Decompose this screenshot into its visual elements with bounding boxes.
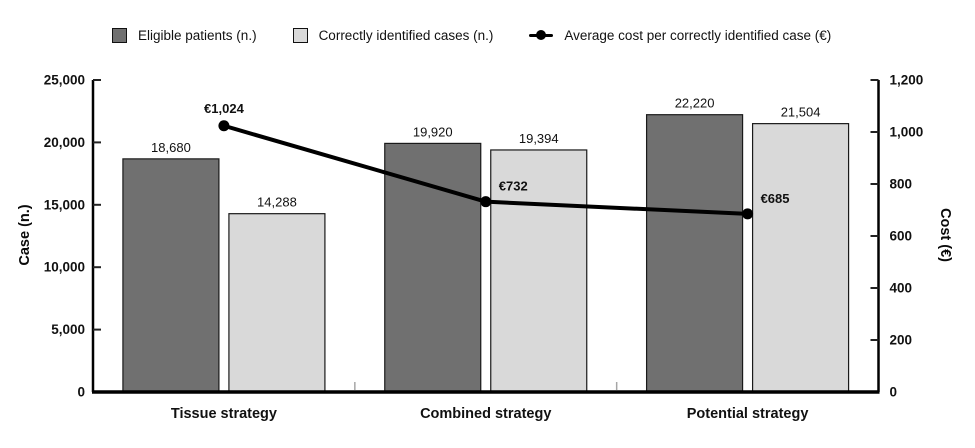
right-axis-tick-label: 1,200 — [890, 73, 924, 88]
cost-line-marker-2 — [742, 208, 754, 220]
legend-item-average-cost: Average cost per correctly identified ca… — [529, 28, 831, 43]
bar-value-label-eligible-2: 22,220 — [675, 96, 715, 111]
left-axis-tick-label: 5,000 — [51, 322, 85, 337]
left-axis-tick-label: 0 — [77, 385, 85, 400]
right-axis-tick-label: 800 — [890, 177, 913, 192]
bar-identified-1 — [490, 149, 588, 393]
bar-eligible-1 — [384, 142, 482, 393]
cost-value-label-0: €1,024 — [204, 101, 245, 116]
legend-swatch-identified-cases-icon — [292, 27, 308, 43]
category-label-1: Combined strategy — [420, 406, 551, 422]
right-axis-tick-label: 200 — [890, 333, 913, 348]
right-axis-tick-label: 1,000 — [890, 125, 924, 140]
bar-eligible-2 — [645, 114, 744, 393]
right-axis-tick-label: 600 — [890, 229, 913, 244]
left-axis-tick-label: 10,000 — [44, 260, 85, 275]
cost-line-marker-0 — [218, 120, 230, 132]
cost-line-marker-1 — [480, 196, 492, 208]
right-axis-tick-label: 0 — [890, 385, 898, 400]
right-axis-tick-label: 400 — [890, 281, 913, 296]
bar-value-label-eligible-0: 18,680 — [151, 140, 191, 155]
category-label-0: Tissue strategy — [171, 406, 277, 422]
left-axis-tick-label: 25,000 — [44, 73, 85, 88]
left-axis-tick-label: 15,000 — [44, 197, 85, 212]
bar-value-label-identified-2: 21,504 — [781, 105, 821, 120]
legend: Eligible patients (n.) Correctly identif… — [112, 25, 831, 45]
bar-value-label-identified-1: 19,394 — [519, 131, 559, 146]
cost-value-label-1: €732 — [499, 179, 528, 194]
legend-item-eligible-patients: Eligible patients (n.) — [112, 27, 257, 43]
left-axis-tick-label: 20,000 — [44, 135, 85, 150]
legend-item-label: Average cost per correctly identified ca… — [564, 27, 832, 43]
legend-item-label: Correctly identified cases (n.) — [318, 27, 494, 43]
category-label-2: Potential strategy — [687, 406, 809, 422]
cost-value-label-2: €685 — [761, 191, 790, 206]
bar-identified-0 — [228, 213, 326, 393]
legend-item-label: Eligible patients (n.) — [138, 27, 257, 43]
bar-eligible-0 — [122, 158, 220, 393]
legend-line-dot — [536, 30, 547, 40]
legend-swatch-eligible-patients-icon — [112, 27, 127, 43]
legend-line-dot-icon — [529, 28, 554, 43]
bar-identified-2 — [751, 123, 850, 393]
bar-value-label-identified-0: 14,288 — [257, 195, 297, 210]
bar-value-label-eligible-1: 19,920 — [413, 124, 453, 139]
legend-item-identified-cases: Correctly identified cases (n.) — [292, 27, 494, 43]
